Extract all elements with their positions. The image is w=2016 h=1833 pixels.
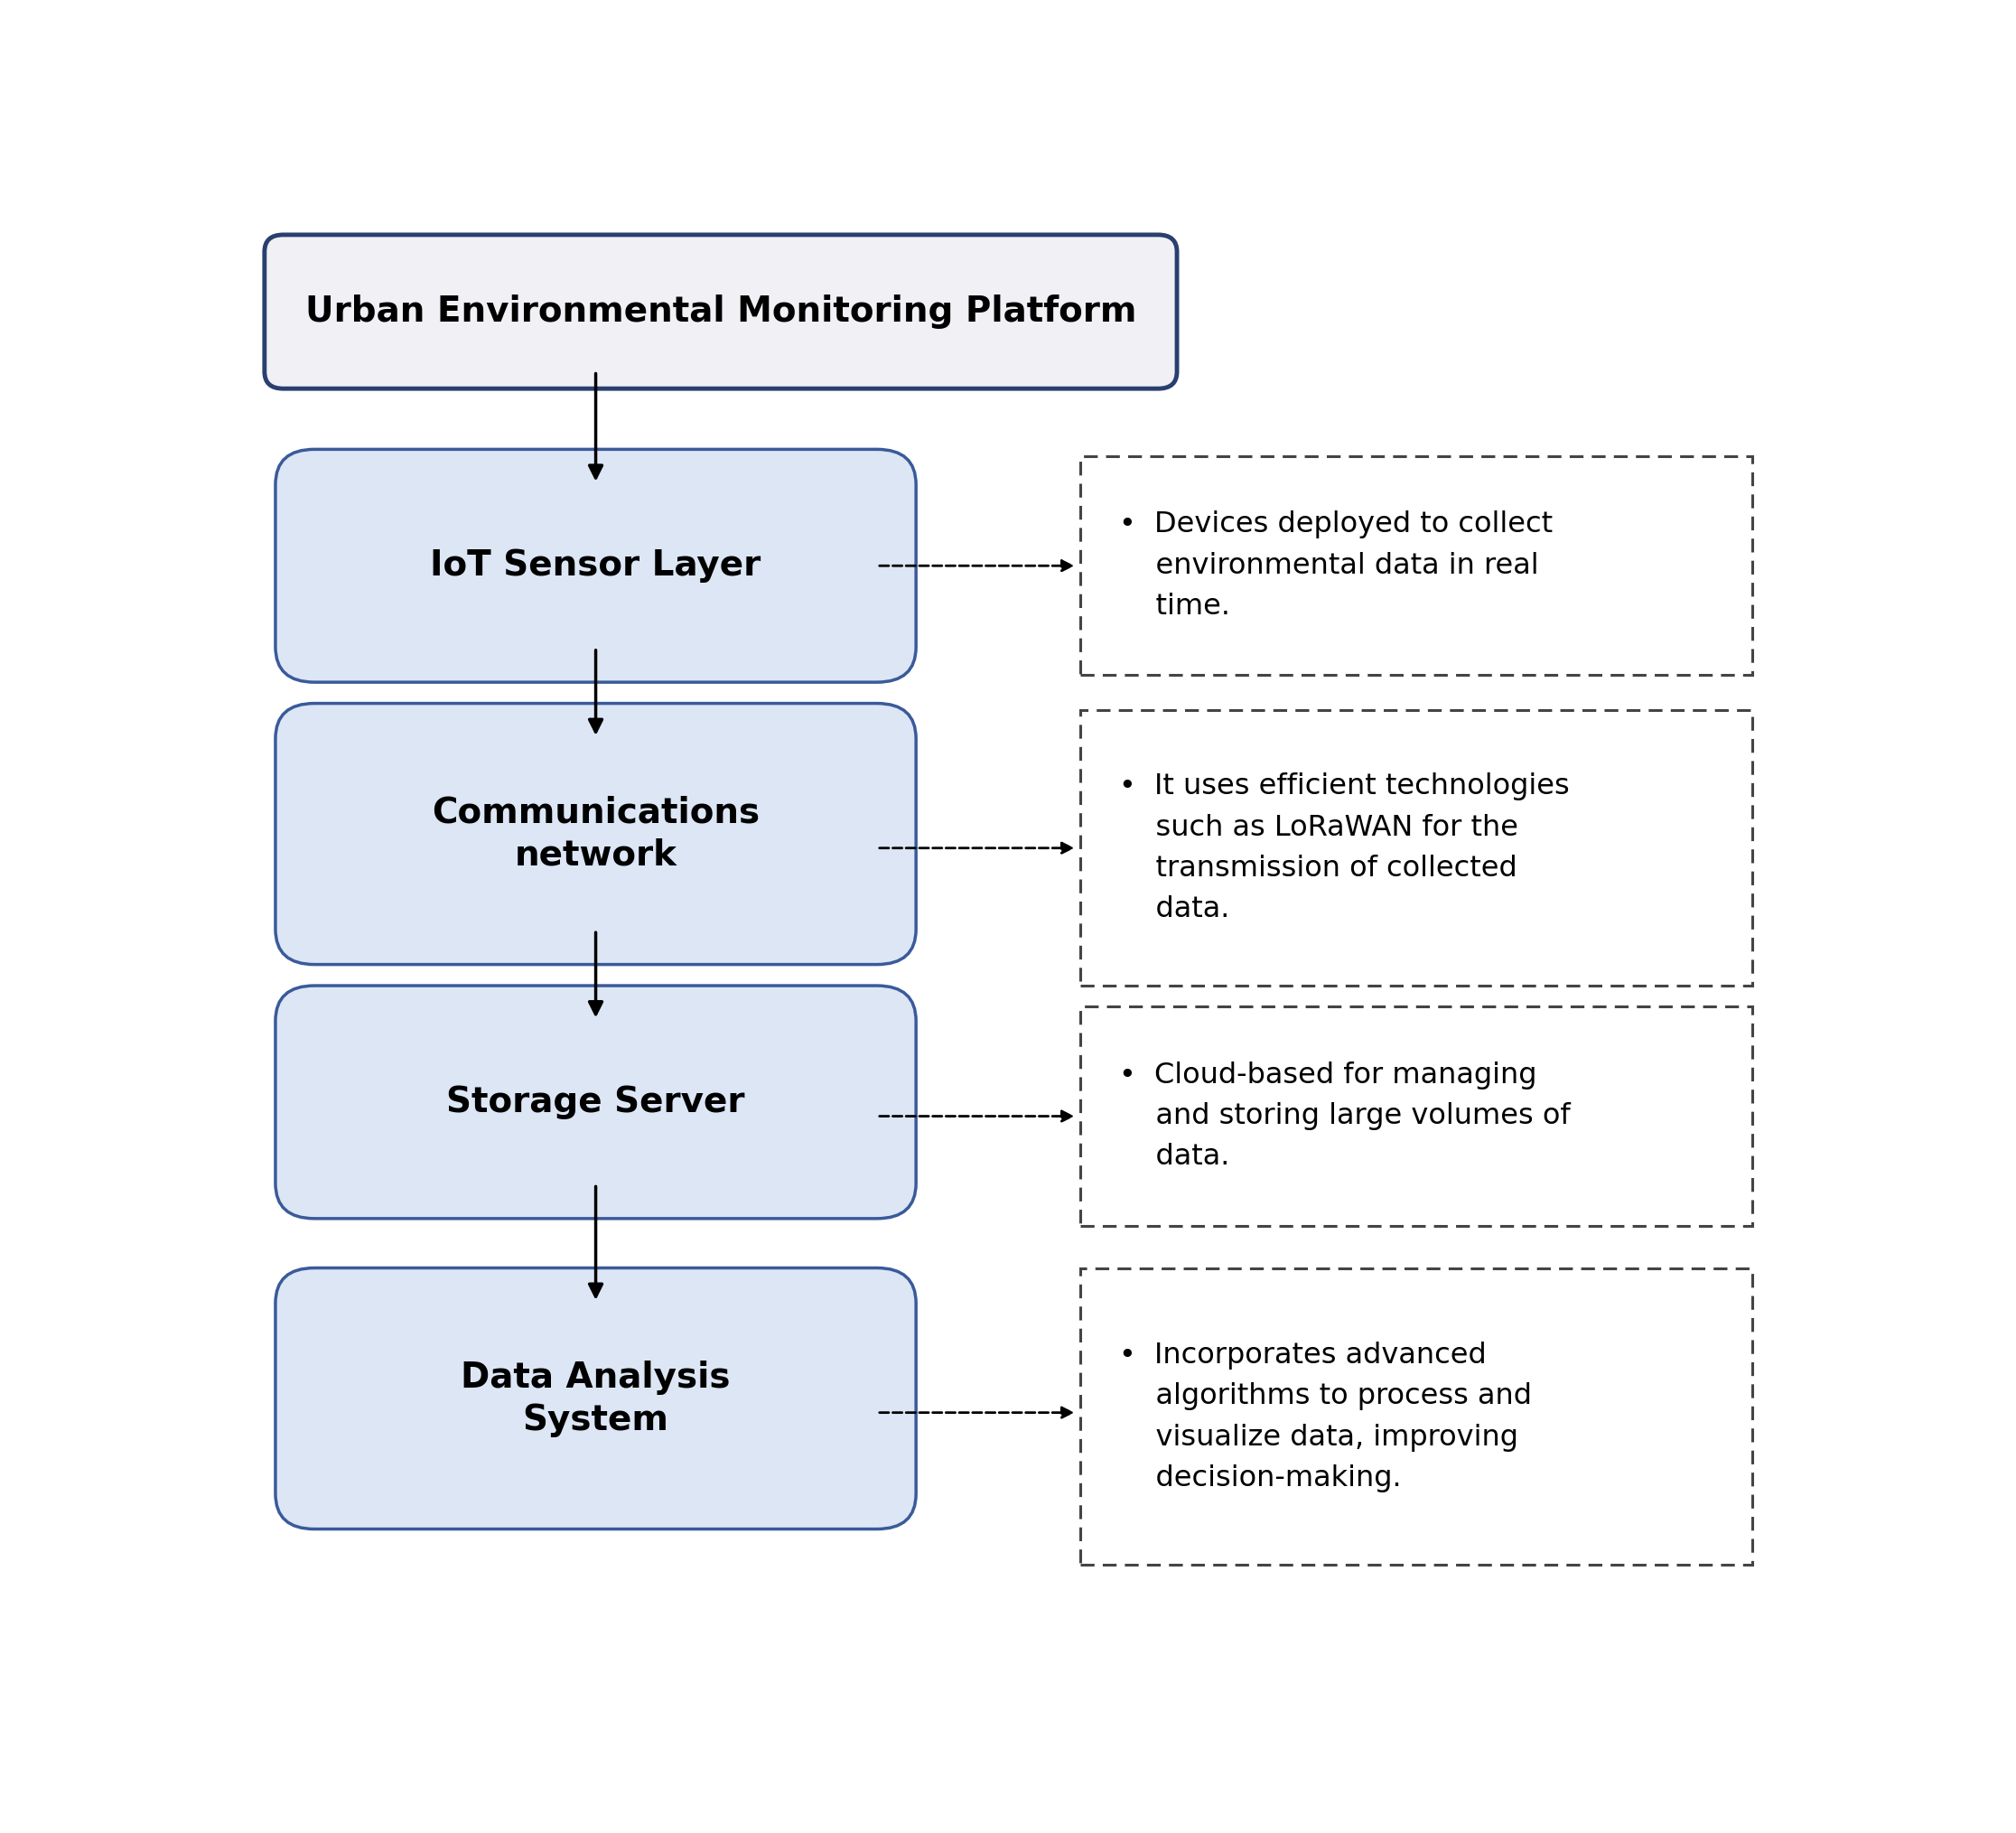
FancyBboxPatch shape [1081, 711, 1752, 986]
FancyBboxPatch shape [1081, 456, 1752, 675]
Text: IoT Sensor Layer: IoT Sensor Layer [429, 548, 762, 583]
Text: •  Incorporates advanced
    algorithms to process and
    visualize data, impro: • Incorporates advanced algorithms to pr… [1119, 1342, 1532, 1492]
FancyBboxPatch shape [276, 986, 915, 1219]
FancyBboxPatch shape [1081, 1268, 1752, 1565]
FancyBboxPatch shape [264, 235, 1177, 389]
Text: Communications
network: Communications network [431, 796, 760, 873]
Text: Urban Environmental Monitoring Platform: Urban Environmental Monitoring Platform [304, 295, 1137, 328]
FancyBboxPatch shape [1081, 1006, 1752, 1226]
FancyBboxPatch shape [276, 704, 915, 964]
Text: Data Analysis
System: Data Analysis System [462, 1360, 730, 1437]
Text: •  Devices deployed to collect
    environmental data in real
    time.: • Devices deployed to collect environmen… [1119, 511, 1552, 621]
Text: Storage Server: Storage Server [446, 1085, 746, 1120]
FancyBboxPatch shape [276, 1268, 915, 1529]
Text: •  It uses efficient technologies
    such as LoRaWAN for the
    transmission o: • It uses efficient technologies such as… [1119, 772, 1570, 924]
Text: •  Cloud-based for managing
    and storing large volumes of
    data.: • Cloud-based for managing and storing l… [1119, 1061, 1570, 1171]
FancyBboxPatch shape [276, 449, 915, 682]
